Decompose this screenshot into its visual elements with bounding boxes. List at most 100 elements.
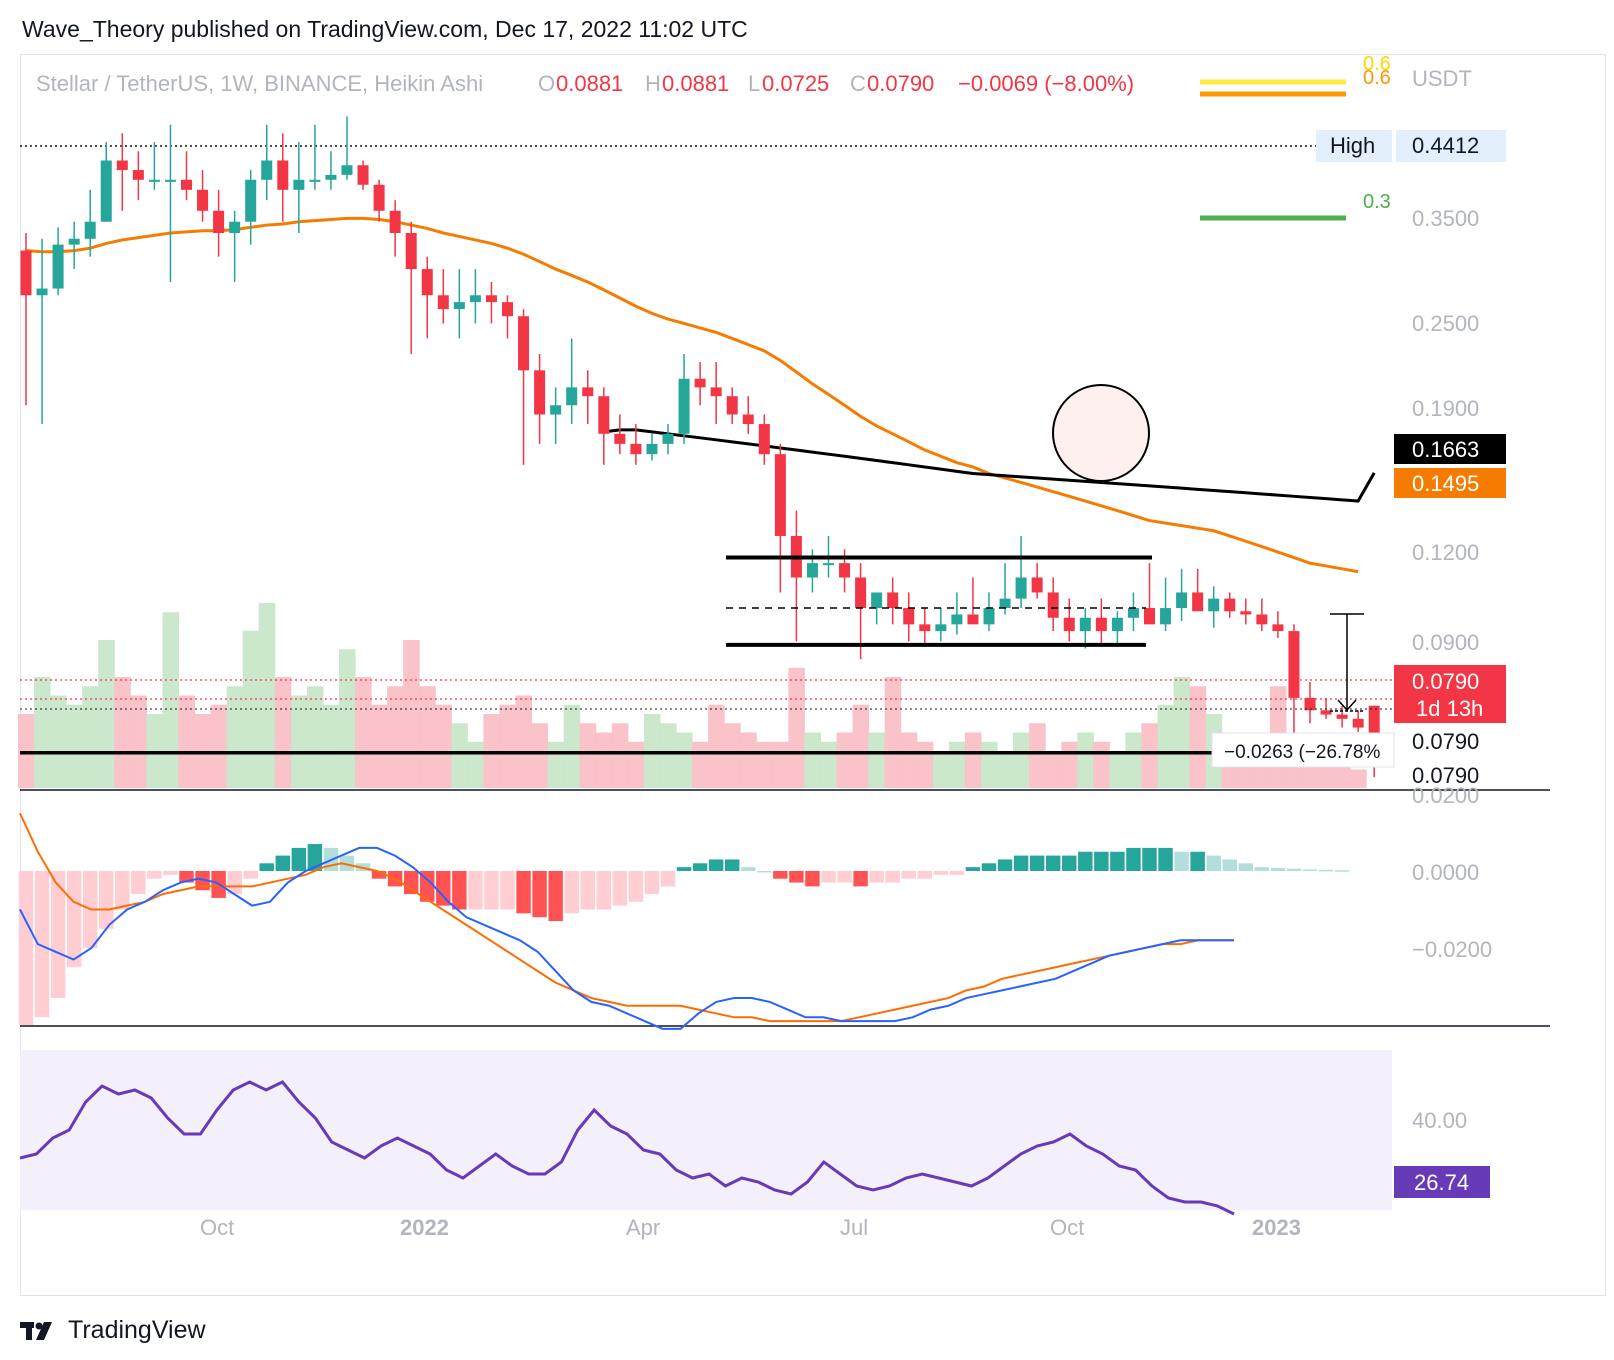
macd-histogram-bar [532,871,547,918]
chart-canvas[interactable]: Stellar / TetherUS, 1W, BINANCE, Heikin … [0,0,1614,1300]
volume-bar [579,723,597,788]
macd-histogram-bar [644,871,660,895]
macd-histogram-bar [564,871,579,914]
candle-body [1352,718,1364,728]
candle-body [839,563,851,578]
candle-body [1015,577,1027,599]
candle-body [1031,577,1043,593]
macd-histogram-bar [1158,847,1173,871]
volume-layer [17,603,1367,788]
rsi-band [20,1050,1392,1210]
candle-body [550,405,562,415]
candle-body [518,316,530,371]
rsi-tick: 40.00 [1412,1108,1467,1133]
price-tick: 0.1900 [1412,396,1479,421]
candle-body [919,624,931,632]
high-label: High [1330,133,1375,158]
volume-bar [547,741,565,788]
high-value-box [1396,130,1506,162]
volume-bar [980,741,998,788]
macd-histogram-bar [484,871,499,910]
candle-body [1208,598,1220,612]
candle-body [502,302,513,317]
macd-histogram-bar [66,871,82,968]
macd-histogram-bar [724,859,740,871]
macd-histogram-bar [773,871,788,879]
macd-histogram-bar [1174,851,1189,871]
macd-histogram-bar [1270,867,1286,871]
macd-histogram-bar [468,871,483,910]
volume-bar [322,704,340,788]
long-ma-line [603,428,1376,503]
candle-body [614,433,626,444]
volume-bar [1189,686,1207,788]
measure-label: −0.0263 (−26.78% [1224,742,1380,763]
macd-histogram-bar [965,867,981,871]
candle-body [806,563,818,578]
volume-bar [226,686,244,788]
candle-body [164,179,176,182]
candle-body [1144,608,1155,625]
macd-histogram-bar [516,871,531,914]
macd-histogram-bar [227,871,242,895]
candle-body [421,269,433,296]
candle-body [566,387,578,406]
candle-body [1079,617,1091,632]
volume-bar [50,695,67,788]
volume-bar [130,695,147,788]
macd-histogram-bar [837,871,852,883]
candle-body [84,221,96,239]
price-tick: 0.3500 [1412,206,1479,231]
rsi-tag: 26.74 [1414,1170,1469,1195]
candle-body [967,614,979,625]
volume-bar [1125,732,1142,788]
macd-histogram-bar [50,871,66,999]
volume-bar [884,677,902,788]
macd-histogram-bar [917,871,933,879]
macd-histogram-bar [1062,855,1077,871]
candle-body [341,165,353,175]
volume-bar [387,686,404,788]
candle-body [437,295,449,310]
measure-arrowhead [1337,699,1357,712]
macd-layer [18,812,1350,1030]
macd-histogram-bar [853,871,868,887]
footer-brand[interactable]: TradingView [20,1316,206,1345]
macd-histogram-bar [660,871,676,887]
rsi-line [19,1080,1235,1216]
volume-bar [708,704,725,788]
candle-body [1047,592,1059,618]
volume-bar [676,732,693,788]
chart-frame [20,54,1606,1296]
candle-body [823,563,834,566]
candle-body [534,370,546,415]
macd-histogram-bar [18,871,34,1025]
macd-histogram-bar [500,871,515,910]
macd-histogram-bar [99,871,114,929]
ema-line [25,216,1359,574]
volume-bar [371,704,388,788]
rsi-tag-box [1394,1166,1490,1198]
volume-bar [836,732,854,788]
candle-body [453,302,465,310]
macd-histogram-bar [163,871,178,875]
highlight-circle [1052,384,1150,482]
volume-bar [1109,751,1126,788]
candle-body [662,433,674,444]
volume-bar [1141,723,1159,788]
macd-histogram-bar [115,871,130,910]
macd-histogram-bar [291,847,307,871]
legend-symbol: Stellar / TetherUS, 1W, BINANCE, Heikin … [36,71,483,96]
volume-bar [499,704,517,788]
candle-body [1063,617,1075,632]
candle-body [36,288,48,296]
volume-bar [34,677,51,788]
macd-histogram-bar [1206,855,1221,871]
macd-histogram-bar [1029,855,1045,871]
volume-bar [788,667,805,788]
tag-red: 0.0790 [1412,669,1479,694]
macd-histogram-bar [1190,851,1205,871]
macd-histogram-bar [1094,851,1109,871]
volume-bar [1157,704,1175,788]
time-label: Oct [200,1215,234,1240]
